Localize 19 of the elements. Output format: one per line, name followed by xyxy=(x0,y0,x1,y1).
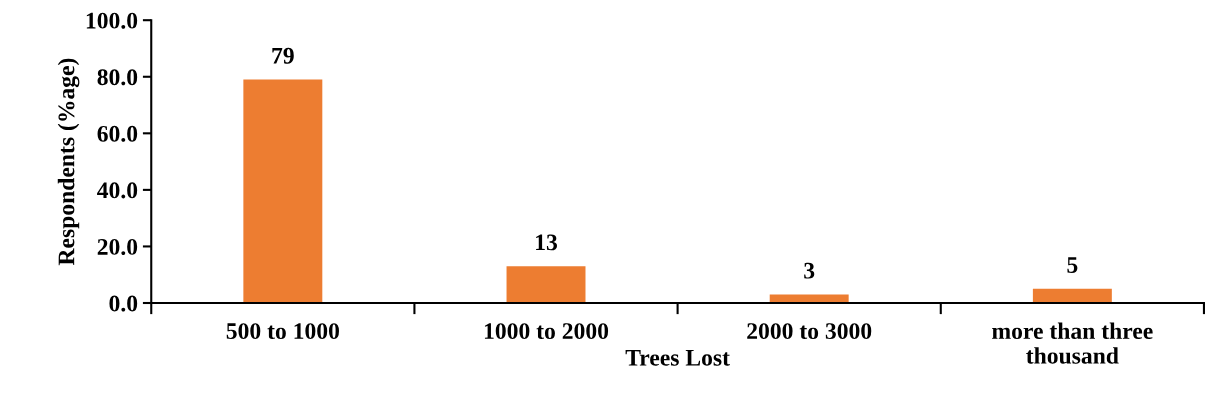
bar xyxy=(243,79,323,303)
y-axis-title: Respondents (%age) xyxy=(57,58,80,266)
bar xyxy=(506,266,586,303)
data-label: 13 xyxy=(536,234,558,251)
x-axis-title: Trees Lost xyxy=(625,350,730,366)
x-tick-label: 2000 to 3000 xyxy=(747,323,872,340)
y-tick-label: 20.0 xyxy=(97,238,138,255)
y-tick-label: 80.0 xyxy=(97,69,138,86)
y-tick-label: 100.0 xyxy=(86,12,138,29)
x-tick-label: 1000 to 2000 xyxy=(484,323,609,340)
bar xyxy=(1032,288,1112,303)
y-tick-label: 60.0 xyxy=(97,125,138,142)
data-label: 79 xyxy=(272,47,294,64)
x-tick-label: more than three thousand xyxy=(992,322,1153,364)
x-tick-label: 500 to 1000 xyxy=(226,323,339,340)
data-label: 3 xyxy=(804,262,815,279)
y-tick-label: 0.0 xyxy=(109,295,138,312)
data-label: 5 xyxy=(1067,257,1078,273)
y-tick-label: 40.0 xyxy=(97,182,138,199)
